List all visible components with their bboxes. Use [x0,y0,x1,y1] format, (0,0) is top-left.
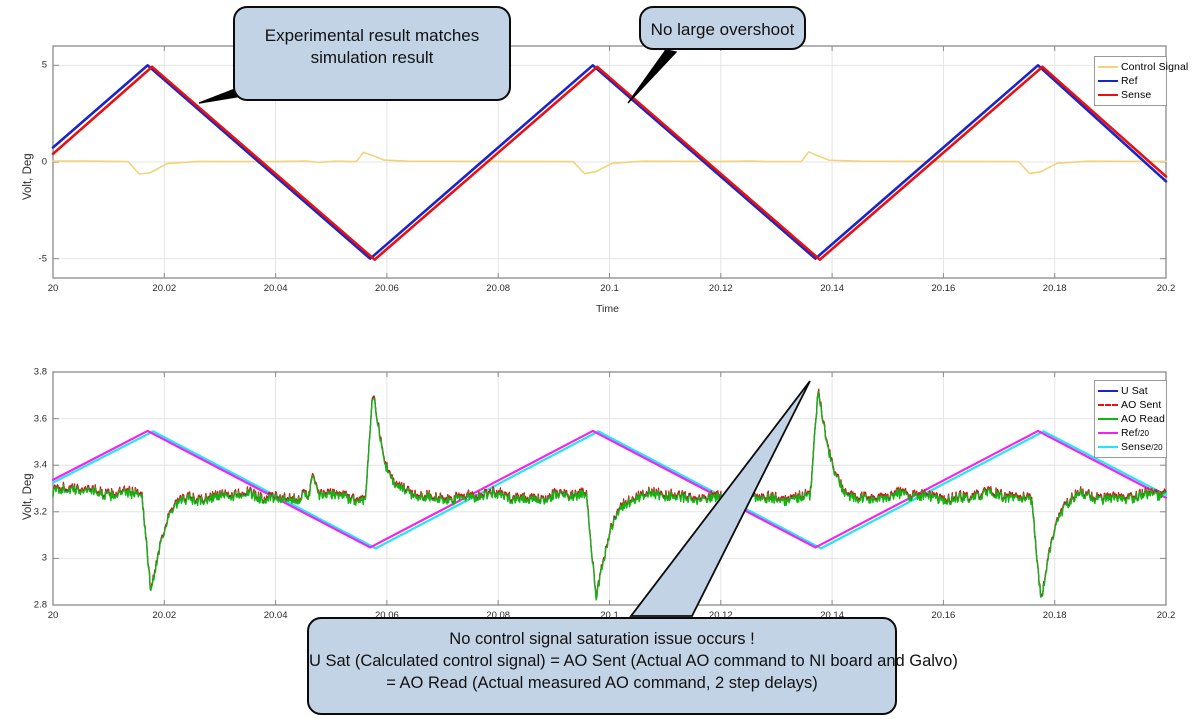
y-tick-label: -5 [38,253,47,265]
legend-row: AO Read [1098,412,1165,426]
series-line [52,390,1167,601]
callout-saturation-line-1: No control signal saturation issue occur… [449,630,755,648]
y-tick-label: 2.8 [33,599,47,611]
y-tick-label: 5 [41,59,47,71]
top-chart-x-axis-label: Time [596,303,619,315]
x-tick-label: 20.08 [486,610,511,621]
x-tick-label: 20.08 [486,283,511,294]
legend-color-swatch-sense [1098,446,1118,448]
legend-row: AO Sent [1098,398,1162,412]
x-tick-label: 20.16 [931,610,956,621]
legend-row: Ref [1098,74,1162,88]
x-tick-label: 20.1 [600,283,619,294]
series-line [51,64,1168,260]
series-line [52,151,1167,175]
x-tick-label: 20 [47,610,59,621]
legend-label: Sense [1121,89,1152,101]
x-tick-label: 20.2 [1156,610,1176,621]
y-tick-label: 3 [41,552,47,564]
legend-color-swatch-ref [1098,432,1118,434]
x-tick-label: 20.12 [708,283,733,294]
legend-row: Ref/20 [1098,426,1162,440]
y-tick-label: 0 [41,156,47,168]
y-tick-label: 3.6 [33,413,47,425]
x-tick-label: 20.02 [152,610,177,621]
x-tick-label: 20 [47,283,59,294]
x-tick-label: 20.1 [600,610,619,621]
callout-no-large-overshoot: No large overshoot [639,6,806,50]
bottom-chart-plot [51,371,1168,606]
legend-row: Control Signal [1098,60,1188,74]
x-tick-label: 20.18 [1042,610,1067,621]
top-chart-legend: Control Signal Ref Sense [1094,56,1188,106]
legend-color-swatch-sense [1098,94,1118,96]
x-tick-label: 20.02 [152,283,177,294]
series-line [51,430,1168,550]
x-tick-label: 20.2 [1156,283,1176,294]
callout-experimental-line-1: Experimental result matches [264,26,480,45]
plot-frame [52,371,1167,606]
top-chart-panel: Volt, Deg Time 20 20.02 20.04 20.06 20.08 20.… [0,0,1200,340]
x-tick-label: 20.06 [375,283,399,294]
legend-label: Control Signal [1121,61,1189,73]
y-tick-label: 3.4 [33,459,47,471]
y-tick-label: 3.8 [33,366,47,378]
legend-row: Sense/20 [1098,440,1163,454]
bottom-chart-legend: U Sat AO Sent AO Read Ref/20 Sense/20 [1094,380,1167,458]
legend-label: U Sat [1121,385,1148,397]
x-tick-label: 20.06 [375,610,399,621]
x-tick-label: 20.04 [263,283,288,294]
x-tick-label: 20.04 [263,610,288,621]
legend-label: AO Sent [1121,399,1162,411]
callout-saturation-line-2: U Sat (Calculated control signal) = AO S… [309,651,958,670]
callout-experimental-result: Experimental result matches simulation r… [233,6,511,101]
legend-row: U Sat [1098,384,1162,398]
legend-label: Sense/20 [1121,441,1163,453]
legend-color-swatch-control-signal [1098,66,1118,68]
callout-saturation-line-3: = AO Read (Actual measured AO command, 2… [386,673,818,692]
callout-overshoot-line-1: No large overshoot [650,20,795,39]
legend-label: Ref [1121,75,1138,87]
y-tick-label: 3.2 [33,506,47,518]
x-tick-label: 20.14 [820,610,844,621]
series-line [51,65,1168,261]
bottom-chart-panel: Volt, Deg 20 20.02 20.04 20.06 20.08 20.1 20.1… [0,345,1200,719]
x-tick-label: 20.18 [1042,283,1067,294]
legend-color-swatch-ao-sent [1098,404,1118,406]
legend-color-swatch-ao-read [1098,418,1118,420]
legend-label: Ref/20 [1121,427,1150,439]
callout-no-saturation: No control signal saturation issue occur… [307,617,958,715]
legend-row: Sense [1098,88,1162,102]
legend-color-swatch-ref [1098,80,1118,82]
series-line [51,429,1168,549]
x-tick-label: 20.14 [820,283,844,294]
legend-label: AO Read [1121,413,1165,425]
callout-experimental-line-2: simulation result [310,48,434,68]
x-tick-label: 20.16 [931,283,956,294]
legend-color-swatch-u-sat [1098,390,1118,392]
